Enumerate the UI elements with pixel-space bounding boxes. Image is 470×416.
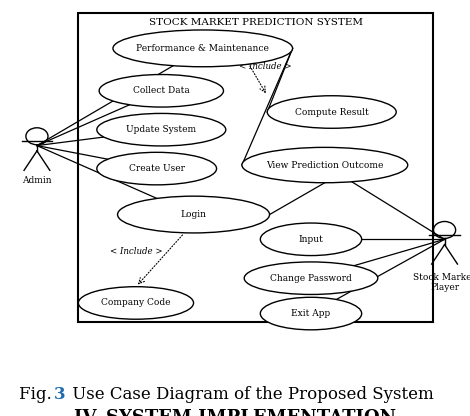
Text: STOCK MARKET PREDICTION SYSTEM: STOCK MARKET PREDICTION SYSTEM xyxy=(149,18,363,27)
Text: Create User: Create User xyxy=(129,164,185,173)
Ellipse shape xyxy=(242,147,408,183)
Bar xyxy=(78,13,433,322)
Text: IV. SYSTEM IMPLEMENTATION: IV. SYSTEM IMPLEMENTATION xyxy=(74,409,396,416)
Text: Stock Market
Player: Stock Market Player xyxy=(414,273,470,292)
Text: Fig.: Fig. xyxy=(19,386,57,403)
Text: Login: Login xyxy=(180,210,206,219)
Ellipse shape xyxy=(260,297,362,330)
Text: Update System: Update System xyxy=(126,125,196,134)
Text: Exit App: Exit App xyxy=(291,309,330,318)
Text: Company Code: Company Code xyxy=(101,298,171,307)
Ellipse shape xyxy=(267,96,396,128)
Ellipse shape xyxy=(78,287,194,319)
Ellipse shape xyxy=(97,114,226,146)
Text: Compute Result: Compute Result xyxy=(295,107,368,116)
Text: Performance & Maintenance: Performance & Maintenance xyxy=(136,44,269,53)
Text: Change Password: Change Password xyxy=(270,274,352,283)
Text: < Include >: < Include > xyxy=(239,62,291,71)
Text: Admin: Admin xyxy=(22,176,52,185)
Ellipse shape xyxy=(244,262,378,295)
Text: Use Case Diagram of the Proposed System: Use Case Diagram of the Proposed System xyxy=(67,386,434,403)
Text: Input: Input xyxy=(298,235,323,244)
Text: < Include >: < Include > xyxy=(110,247,162,256)
Ellipse shape xyxy=(260,223,362,255)
Text: 3: 3 xyxy=(54,386,66,403)
Text: View Prediction Outcome: View Prediction Outcome xyxy=(266,161,384,170)
Ellipse shape xyxy=(97,152,217,185)
Ellipse shape xyxy=(118,196,270,233)
Text: Collect Data: Collect Data xyxy=(133,86,190,95)
Ellipse shape xyxy=(99,74,224,107)
Ellipse shape xyxy=(113,30,292,67)
